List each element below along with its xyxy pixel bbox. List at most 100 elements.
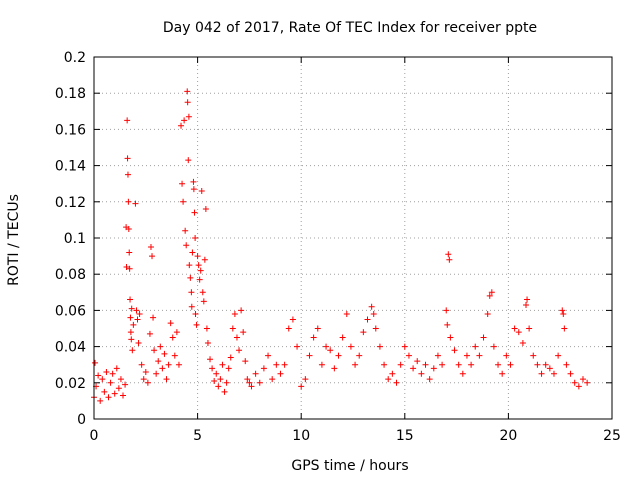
data-point: [124, 171, 131, 178]
data-point: [126, 249, 133, 256]
data-point: [101, 388, 108, 395]
data-point: [289, 316, 296, 323]
data-point: [499, 370, 506, 377]
data-point: [323, 343, 330, 350]
data-point: [248, 383, 255, 390]
data-point: [480, 334, 487, 341]
data-point: [256, 379, 263, 386]
data-point: [123, 263, 130, 270]
data-point: [476, 352, 483, 359]
data-point: [269, 376, 276, 383]
data-point: [103, 368, 110, 375]
data-point: [555, 352, 562, 359]
data-point: [335, 352, 342, 359]
x-tick-label: 25: [603, 428, 621, 444]
data-point: [252, 370, 259, 377]
data-point: [221, 388, 228, 395]
data-point: [495, 361, 502, 368]
data-point: [579, 376, 586, 383]
data-point: [124, 117, 131, 124]
data-point: [128, 336, 135, 343]
data-point: [126, 265, 133, 272]
data-point: [364, 316, 371, 323]
data-point: [140, 376, 147, 383]
data-point: [488, 289, 495, 296]
data-point: [418, 370, 425, 377]
data-points: [91, 88, 591, 404]
data-point: [186, 262, 193, 269]
data-point: [472, 343, 479, 350]
data-point: [191, 209, 198, 216]
data-point: [550, 370, 557, 377]
data-point: [430, 365, 437, 372]
data-point: [310, 334, 317, 341]
data-point: [229, 325, 236, 332]
data-point: [183, 242, 190, 249]
data-point: [201, 256, 208, 263]
data-point: [122, 381, 129, 388]
data-point: [217, 376, 224, 383]
data-point: [193, 321, 200, 328]
data-point: [584, 379, 591, 386]
data-point: [200, 298, 207, 305]
data-point: [223, 379, 230, 386]
y-tick-label: 0.1: [64, 231, 86, 247]
data-point: [455, 361, 462, 368]
data-point: [339, 334, 346, 341]
data-point: [503, 352, 510, 359]
data-point: [524, 296, 531, 303]
data-point: [199, 289, 206, 296]
data-point: [356, 352, 363, 359]
data-point: [175, 361, 182, 368]
data-point: [511, 325, 518, 332]
x-tick-label: 0: [90, 428, 99, 444]
data-point: [526, 325, 533, 332]
data-point: [192, 235, 199, 241]
data-point: [197, 267, 204, 274]
y-tick-label: 0.14: [55, 159, 86, 175]
axis-ticks: 0 5 10 15 20 25 0 0.02 0.04 0.06 0.08 0.1 0.12 0.14 0.…: [55, 50, 621, 444]
data-point: [207, 356, 214, 363]
data-point: [184, 88, 191, 95]
data-point: [187, 274, 194, 281]
data-point: [451, 347, 458, 354]
data-point: [414, 358, 421, 365]
data-point: [128, 305, 135, 312]
data-point: [132, 200, 139, 207]
data-point: [113, 365, 120, 372]
data-point: [147, 244, 154, 251]
data-point: [265, 352, 272, 359]
data-point: [285, 325, 292, 332]
data-point: [314, 325, 321, 332]
data-point: [331, 365, 338, 372]
data-point: [203, 325, 210, 332]
data-point: [490, 343, 497, 350]
data-point: [146, 330, 153, 337]
x-tick-label: 20: [499, 428, 517, 444]
data-point: [127, 329, 134, 336]
y-axis-label: ROTI / TECUs: [6, 194, 22, 286]
data-point: [202, 206, 209, 213]
data-point: [343, 311, 350, 318]
data-point: [306, 352, 313, 359]
data-point: [381, 361, 388, 368]
data-point: [393, 379, 400, 386]
data-point: [523, 301, 530, 308]
data-point: [167, 320, 174, 327]
data-point: [444, 321, 451, 328]
data-point: [144, 379, 151, 386]
data-point: [149, 253, 156, 260]
data-point: [188, 303, 195, 310]
data-point: [184, 99, 191, 106]
data-point: [211, 377, 218, 384]
data-point: [209, 365, 216, 372]
data-point: [260, 365, 267, 372]
data-point: [192, 311, 199, 318]
data-point: [484, 311, 491, 318]
data-point: [157, 343, 164, 350]
data-point: [219, 361, 226, 368]
data-point: [125, 198, 132, 205]
data-point: [561, 325, 568, 332]
x-tick-label: 5: [193, 428, 202, 444]
data-point: [196, 276, 203, 283]
